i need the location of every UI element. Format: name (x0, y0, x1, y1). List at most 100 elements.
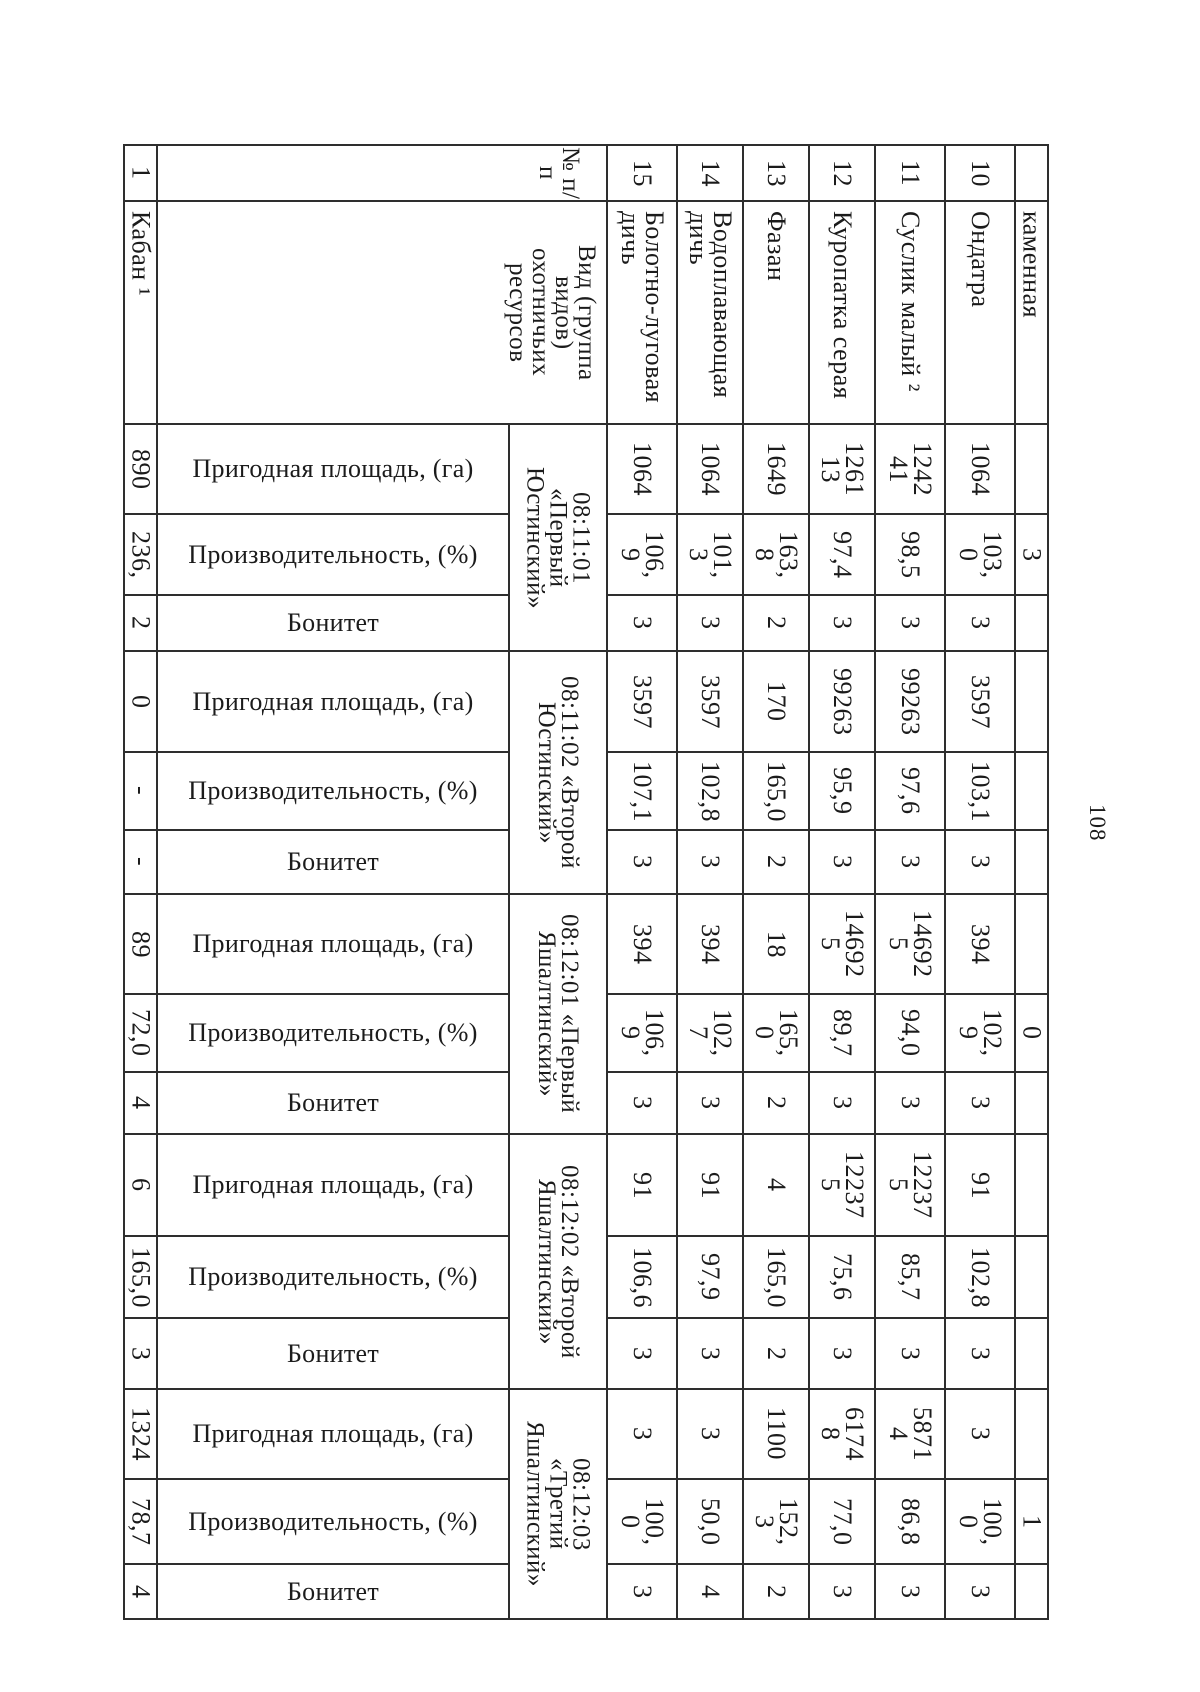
row-label-suitable-area: Пригодная площадь, (га) (158, 652, 508, 751)
kaban-value-cell-productivity: 165,0 (125, 1237, 156, 1317)
value-cell-bonitet: 2 (744, 1565, 808, 1618)
value-cell-productivity: 97,9 (678, 1237, 742, 1317)
value-cell-suitable-area: 3597 (678, 652, 742, 751)
species-number-cell: 10 (946, 146, 1014, 200)
value-cell-productivity-text: 50,0 (696, 1497, 725, 1546)
value-cell-suitable-area-text: 12237 5 (816, 1151, 869, 1219)
value-cell-suitable-area-text: 6174 8 (816, 1407, 869, 1461)
ground-header-label: 08:12:01 «Первый Яшалтинский» (533, 914, 583, 1114)
value-cell-bonitet-text: 3 (628, 616, 657, 630)
value-cell-bonitet: 3 (946, 1565, 1014, 1618)
value-cell-bonitet: 3 (946, 1073, 1014, 1133)
value-cell-productivity-text: 75,6 (828, 1253, 857, 1301)
value-cell-productivity-text: 0 (1017, 1026, 1047, 1040)
value-cell-productivity-text: 97,6 (896, 767, 925, 815)
kaban-value-cell-bonitet: 2 (125, 596, 156, 650)
value-cell-bonitet-text: 4 (696, 1584, 725, 1599)
value-cell-suitable-area (1016, 652, 1047, 751)
value-cell-bonitet-text: 3 (696, 1346, 725, 1361)
value-cell-productivity-text: 165, 0 (750, 1009, 803, 1057)
value-cell-productivity: 102, 7 (678, 995, 742, 1071)
kaban-value-cell-productivity: 72,0 (125, 995, 156, 1071)
value-cell-suitable-area: 1649 (744, 425, 808, 513)
ground-header-cell: 08:11:01 «Первый Юстинский» (510, 425, 606, 650)
value-cell-suitable-area: 1064 (946, 425, 1014, 513)
value-cell-productivity-text: 102, 7 (684, 1009, 737, 1057)
value-cell-productivity: 100, 0 (946, 1480, 1014, 1563)
value-cell-suitable-area: 170 (744, 652, 808, 751)
value-cell-productivity-text: 86,8 (896, 1497, 925, 1546)
value-cell-productivity: 1 (1016, 1480, 1047, 1563)
value-cell-productivity: 101, 3 (678, 515, 742, 594)
value-cell-bonitet-text: 2 (762, 855, 791, 869)
row-label-bonitet: Бонитет (158, 1319, 508, 1388)
species-number-cell: 13 (744, 146, 808, 200)
value-cell-bonitet-text: 3 (628, 1584, 657, 1599)
value-cell-suitable-area-text: 1064 (966, 442, 995, 496)
value-cell-bonitet-text: 3 (628, 1096, 657, 1110)
value-cell-bonitet: 3 (608, 1319, 676, 1388)
value-cell-bonitet-text: 2 (762, 616, 791, 630)
kaban-value-cell-productivity-text: 236, (126, 530, 156, 579)
value-cell-productivity: 102,8 (946, 1237, 1014, 1317)
row-label-suitable-area-text: Пригодная площадь, (га) (192, 1419, 474, 1448)
value-cell-suitable-area: 5871 4 (876, 1390, 944, 1478)
value-cell-bonitet: 4 (678, 1565, 742, 1618)
value-cell-bonitet-text: 2 (762, 1584, 791, 1599)
value-cell-suitable-area: 394 (608, 895, 676, 993)
value-cell-suitable-area: 3 (678, 1390, 742, 1478)
value-cell-bonitet (1016, 1073, 1047, 1133)
value-cell-suitable-area-text: 1242 41 (884, 442, 937, 496)
value-cell-bonitet-text: 3 (896, 1346, 925, 1361)
header-species-label: Вид (группа видов) охотничьих ресурсов (504, 244, 600, 381)
value-cell-suitable-area: 1100 (744, 1390, 808, 1478)
species-name-cell: Водоплавающая дичь (678, 202, 742, 423)
value-cell-suitable-area: 12237 5 (876, 1135, 944, 1235)
value-cell-bonitet: 3 (946, 596, 1014, 650)
value-cell-productivity-text: 85,7 (896, 1253, 925, 1301)
row-label-bonitet: Бонитет (158, 831, 508, 893)
kaban-value-cell-productivity-text: 165,0 (126, 1246, 156, 1308)
value-cell-bonitet-text: 3 (966, 616, 995, 630)
row-label-suitable-area-text: Пригодная площадь, (га) (192, 454, 474, 483)
row-label-suitable-area: Пригодная площадь, (га) (158, 895, 508, 993)
value-cell-suitable-area-text: 5871 4 (884, 1407, 937, 1461)
value-cell-productivity-text: 89,7 (828, 1009, 857, 1057)
value-cell-bonitet (1016, 1319, 1047, 1388)
value-cell-bonitet: 3 (810, 831, 874, 893)
value-cell-bonitet (1016, 831, 1047, 893)
species-number-cell-text: 11 (896, 159, 925, 187)
value-cell-bonitet-text: 3 (896, 1584, 925, 1599)
row-label-productivity-text: Производительность, (%) (188, 539, 478, 569)
value-cell-productivity: 89,7 (810, 995, 874, 1071)
value-cell-productivity-text: 106,6 (628, 1246, 657, 1308)
value-cell-productivity-text: 165,0 (762, 1246, 791, 1308)
row-label-bonitet-text: Бонитет (286, 847, 380, 876)
row-label-productivity: Производительность, (%) (158, 1480, 508, 1563)
value-cell-suitable-area (1016, 895, 1047, 993)
value-cell-suitable-area: 3 (608, 1390, 676, 1478)
value-cell-bonitet: 3 (810, 1073, 874, 1133)
value-cell-bonitet: 3 (876, 1319, 944, 1388)
value-cell-productivity: 102, 9 (946, 995, 1014, 1071)
value-cell-bonitet: 2 (744, 1073, 808, 1133)
kaban-value-cell-suitable-area-text: 1324 (126, 1407, 156, 1461)
value-cell-productivity-text: 95,9 (828, 767, 857, 815)
value-cell-bonitet-text: 2 (762, 1096, 791, 1110)
value-cell-productivity-text: 97,4 (828, 530, 857, 579)
value-cell-suitable-area-text: 18 (762, 930, 791, 958)
ground-header-label: 08:12:03 «Третий Яшалтинский» (521, 1421, 595, 1587)
species-number-cell: 14 (678, 146, 742, 200)
species-name-cell-text: Болотно-луговая дичь (616, 211, 669, 404)
row-label-productivity: Производительность, (%) (158, 995, 508, 1071)
value-cell-productivity-text: 106, 9 (616, 1009, 669, 1057)
value-cell-suitable-area: 99263 (810, 652, 874, 751)
value-cell-productivity: 98,5 (876, 515, 944, 594)
row-label-suitable-area-text: Пригодная площадь, (га) (192, 1170, 474, 1199)
value-cell-suitable-area (1016, 425, 1047, 513)
row-label-suitable-area-text: Пригодная площадь, (га) (192, 929, 474, 958)
value-cell-suitable-area-text: 1649 (762, 442, 791, 496)
species-name-cell: Куропатка серая (810, 202, 874, 423)
value-cell-productivity: 106, 9 (608, 995, 676, 1071)
